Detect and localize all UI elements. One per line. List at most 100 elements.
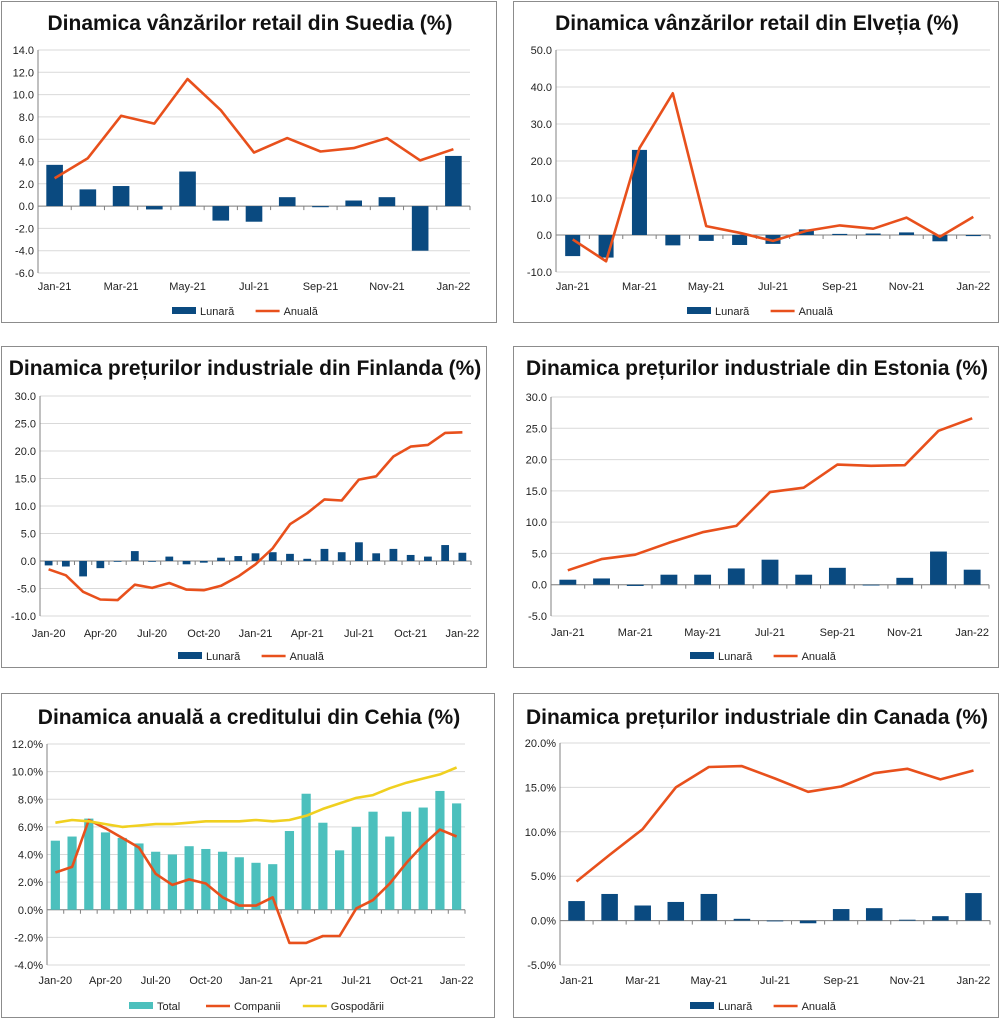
legend-label: Total (157, 1001, 180, 1013)
bar-lunara (268, 552, 277, 561)
y-tick-label: -4.0% (14, 960, 43, 972)
line-anuala (567, 417, 973, 572)
bar-lunara (112, 186, 130, 207)
y-tick-label: 4.0% (18, 850, 43, 862)
bar-total (151, 851, 161, 910)
bar-lunara (930, 551, 947, 585)
y-tick-label: -5.0 (528, 611, 547, 623)
x-tick-label: Mar-21 (625, 975, 660, 987)
bar-lunara (700, 893, 718, 921)
chart-panel-cehia: Dinamica anuală a creditului din Cehia (… (1, 693, 495, 1018)
y-tick-label: 5.0% (531, 871, 556, 883)
chart-panel-suedia: Dinamica vânzărilor retail din Suedia (%… (1, 1, 497, 323)
bar-lunara (320, 548, 329, 561)
x-tick-label: Oct-20 (189, 975, 222, 987)
x-tick-label: Jan-22 (440, 975, 474, 987)
bar-total (134, 843, 144, 910)
bar-lunara (445, 155, 462, 207)
bar-lunara (601, 893, 618, 921)
legend-label: Lunară (718, 651, 753, 663)
bar-lunara (568, 901, 585, 921)
x-tick-label: Jan-21 (239, 628, 273, 640)
bar-total (201, 848, 211, 910)
bar-lunara (146, 206, 163, 210)
y-tick-label: 10.0% (525, 827, 556, 839)
bar-total (385, 836, 395, 910)
legend-swatch (687, 307, 711, 314)
chart-panel-canada: Dinamica prețurilor industriale din Cana… (513, 693, 999, 1018)
bar-total (435, 790, 445, 910)
bar-total (50, 840, 60, 910)
legend-label: Anuală (290, 651, 325, 663)
y-tick-label: 0.0 (21, 556, 36, 568)
y-tick-label: 5.0 (21, 529, 36, 541)
y-tick-label: 8.0% (18, 794, 43, 806)
legend-label: Lunară (200, 306, 235, 318)
bar-total (452, 803, 462, 910)
chart-svg: Dinamica vânzărilor retail din Elveția (… (527, 12, 991, 318)
bar-lunara (896, 577, 914, 585)
y-tick-label: 15.0% (525, 782, 556, 794)
y-tick-label: 4.0 (19, 157, 34, 169)
bar-lunara (865, 908, 883, 921)
x-tick-label: Jan-21 (239, 975, 273, 987)
chart-title: Dinamica anuală a creditului din Cehia (… (38, 706, 460, 729)
x-tick-label: Sep-21 (820, 627, 855, 639)
bar-lunara (44, 561, 53, 566)
bar-lunara (766, 920, 784, 922)
x-tick-label: Oct-21 (390, 975, 423, 987)
y-tick-label: 40.0 (531, 82, 552, 94)
bar-lunara (411, 206, 429, 251)
line-anuala (575, 764, 974, 883)
y-tick-label: -5.0% (527, 960, 556, 972)
bar-lunara (899, 919, 916, 921)
y-tick-label: 15.0 (15, 474, 36, 486)
x-tick-label: May-21 (684, 627, 721, 639)
y-tick-label: 25.0 (15, 419, 36, 431)
chart-panel-estonia: Dinamica prețurilor industriale din Esto… (513, 346, 999, 668)
y-tick-label: 20.0% (525, 738, 556, 750)
x-tick-label: Mar-21 (104, 281, 139, 293)
bar-lunara (634, 905, 651, 921)
y-tick-label: 12.0% (12, 739, 43, 751)
x-tick-label: Jul-20 (137, 628, 167, 640)
line-anuala (48, 431, 463, 602)
bar-lunara (698, 235, 714, 241)
y-tick-label: 6.0 (19, 134, 34, 146)
x-tick-label: Apr-21 (290, 975, 323, 987)
y-tick-label: 5.0 (532, 548, 547, 560)
x-tick-label: Nov-21 (890, 975, 925, 987)
bar-total (251, 862, 261, 910)
bar-lunara (406, 554, 415, 561)
bar-total (284, 831, 295, 910)
legend-swatch (129, 1002, 153, 1009)
bar-total (418, 807, 428, 910)
legend-label: Gospodării (331, 1001, 384, 1013)
legend-label: Anuală (284, 306, 319, 318)
chart-svg: Dinamica prețurilor industriale din Cana… (525, 706, 991, 1013)
bar-lunara (148, 561, 156, 562)
y-tick-label: 50.0 (531, 45, 552, 57)
bar-lunara (765, 235, 781, 244)
x-tick-label: Apr-21 (291, 628, 324, 640)
legend-label: Lunară (715, 306, 750, 318)
legend-label: Anuală (799, 306, 834, 318)
legend-label: Anuală (802, 1001, 837, 1013)
bar-total (117, 837, 127, 910)
bar-lunara (337, 552, 346, 561)
x-tick-label: Jan-21 (38, 281, 72, 293)
bar-lunara (212, 206, 230, 221)
y-tick-label: -4.0 (15, 246, 34, 258)
bar-lunara (312, 206, 329, 208)
bar-lunara (182, 561, 191, 565)
bar-lunara (795, 574, 813, 585)
x-tick-label: May-21 (169, 281, 206, 293)
legend-swatch (172, 307, 196, 314)
y-tick-label: 15.0 (526, 486, 547, 498)
bar-lunara (79, 189, 97, 207)
chart-panel-finlanda: Dinamica prețurilor industriale din Finl… (1, 346, 487, 668)
bar-lunara (832, 909, 850, 921)
bar-lunara (694, 574, 712, 585)
bar-lunara (234, 556, 243, 561)
x-tick-label: Jan-22 (955, 627, 989, 639)
